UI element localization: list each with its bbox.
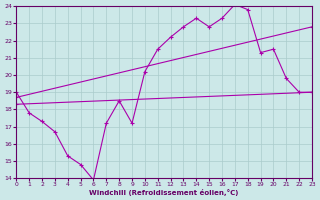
X-axis label: Windchill (Refroidissement éolien,°C): Windchill (Refroidissement éolien,°C)	[90, 189, 239, 196]
